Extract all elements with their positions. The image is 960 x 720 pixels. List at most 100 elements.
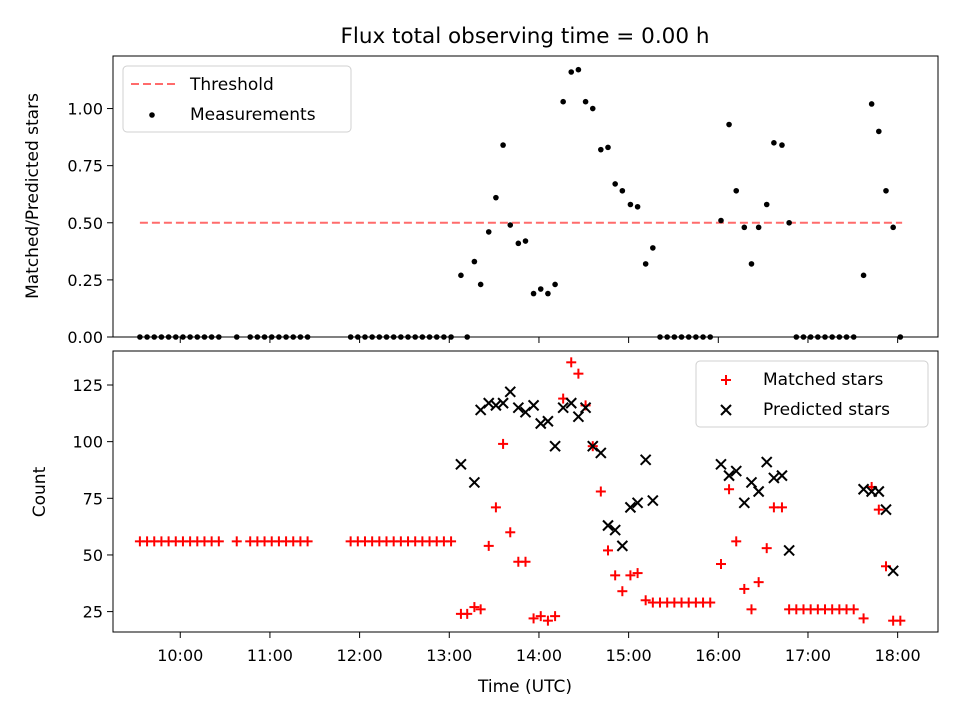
measurement-point xyxy=(612,181,618,187)
measurement-point xyxy=(786,219,792,226)
measurement-point xyxy=(634,203,641,210)
measurement-point xyxy=(471,258,478,265)
legend-threshold-label: Threshold xyxy=(189,75,274,95)
bottom-y-tick-label: 100 xyxy=(72,433,103,452)
top-y-tick-label: 0.50 xyxy=(67,214,103,233)
matched-star-point xyxy=(469,602,480,613)
predicted-star-point xyxy=(549,440,561,452)
top-y-tick-label: 0.25 xyxy=(67,271,103,290)
matched-star-point xyxy=(603,545,613,556)
matched-star-point xyxy=(498,438,509,449)
matched-star-point xyxy=(724,484,735,495)
matched-star-point xyxy=(617,586,628,597)
measurement-point xyxy=(500,142,506,148)
bottom-y-tick-label: 25 xyxy=(83,603,103,622)
top-x-ticks xyxy=(179,337,899,343)
matched-star-point xyxy=(566,357,577,368)
measurement-point xyxy=(860,272,867,279)
bottom-legend-box xyxy=(695,360,929,428)
predicted-star-point xyxy=(504,386,516,398)
predicted-star-point xyxy=(497,397,509,409)
measurement-point xyxy=(507,222,514,228)
measurement-point xyxy=(530,290,537,297)
matched-star-point xyxy=(640,595,651,606)
matched-star-point xyxy=(715,559,726,570)
matched-star-point xyxy=(895,615,906,626)
top-axes-frame xyxy=(112,55,939,338)
top-plot-marks xyxy=(137,66,904,340)
top-y-tick-label: 0.75 xyxy=(67,157,103,176)
matched-star-point xyxy=(505,527,516,538)
matched-star-point xyxy=(746,604,757,615)
predicted-star-point xyxy=(761,456,773,468)
predicted-star-point xyxy=(579,401,592,414)
predicted-star-point xyxy=(535,417,547,430)
measurement-point xyxy=(771,140,777,146)
predicted-star-point xyxy=(455,458,467,471)
legend-predicted-swatch xyxy=(720,404,732,416)
matched-star-point xyxy=(873,504,884,515)
measurement-point xyxy=(876,128,882,135)
measurement-point xyxy=(741,224,748,231)
matched-star-point xyxy=(776,502,787,513)
predicted-star-point xyxy=(565,397,577,409)
x-tick-label: 15:00 xyxy=(606,646,652,665)
measurement-point xyxy=(890,224,896,231)
predicted-star-point xyxy=(887,565,899,577)
bottom-y-axis: 25 50 75 100 125 xyxy=(72,376,113,622)
matched-star-point xyxy=(705,597,716,608)
predicted-star-point xyxy=(752,485,765,498)
top-y-tick-label: 1.00 xyxy=(67,100,103,119)
measurement-point xyxy=(605,144,611,151)
chart-title: Flux total observing time = 0.00 h xyxy=(341,24,710,49)
matched-star-point xyxy=(573,368,584,379)
matched-star-point xyxy=(483,540,494,551)
measurement-point xyxy=(755,224,762,231)
predicted-star-point xyxy=(468,476,481,489)
legend-matched-label: Matched stars xyxy=(763,370,883,390)
x-tick-label: 17:00 xyxy=(785,646,831,665)
predicted-star-point xyxy=(880,503,892,516)
bottom-x-axis: 10:00 11:00 12:00 13:00 14:00 15:00 16:00 17:00… xyxy=(157,632,921,665)
legend-measurements-swatch xyxy=(149,112,155,118)
matched-star-point xyxy=(462,608,473,619)
matched-star-point xyxy=(753,577,764,588)
predicted-star-point xyxy=(873,485,885,498)
matched-star-point xyxy=(535,611,546,622)
top-y-axis-label: Matched/Predicted stars xyxy=(23,93,43,299)
bottom-plot-marks xyxy=(134,357,906,626)
predicted-star-point xyxy=(783,544,795,557)
bottom-legend: Matched stars Predicted stars xyxy=(695,360,929,428)
measurement-point xyxy=(485,229,492,235)
matched-star-point xyxy=(542,615,553,626)
matched-star-point xyxy=(550,611,561,622)
measurement-point xyxy=(619,187,626,194)
predicted-star-point xyxy=(730,465,742,477)
predicted-star-point xyxy=(527,399,540,412)
matched-star-point xyxy=(731,536,742,547)
predicted-star-point xyxy=(776,469,788,482)
predicted-star-point xyxy=(631,497,644,509)
top-panel: 0.00 0.25 0.50 0.75 1.00 Matched/Predicted s… xyxy=(23,55,939,347)
bottom-y-tick-label: 50 xyxy=(83,546,103,565)
matched-star-point xyxy=(302,536,313,547)
predicted-star-point xyxy=(715,458,727,471)
measurement-point xyxy=(493,194,499,201)
x-tick-label: 10:00 xyxy=(157,646,203,665)
measurement-point xyxy=(642,261,649,267)
bottom-axes-frame xyxy=(112,350,939,633)
x-tick-label: 11:00 xyxy=(247,646,293,665)
predicted-star-point xyxy=(857,483,870,495)
measurement-point xyxy=(733,187,740,194)
measurement-point xyxy=(537,286,544,292)
predicted-star-point xyxy=(490,399,502,412)
predicted-star-point xyxy=(647,494,659,507)
measurement-point xyxy=(515,240,522,247)
predicted-star-point xyxy=(512,401,525,414)
measurement-point xyxy=(650,245,656,251)
matched-star-point xyxy=(520,556,531,567)
matched-star-point xyxy=(446,536,457,547)
x-tick-label: 14:00 xyxy=(516,646,562,665)
predicted-star-point xyxy=(483,397,495,409)
